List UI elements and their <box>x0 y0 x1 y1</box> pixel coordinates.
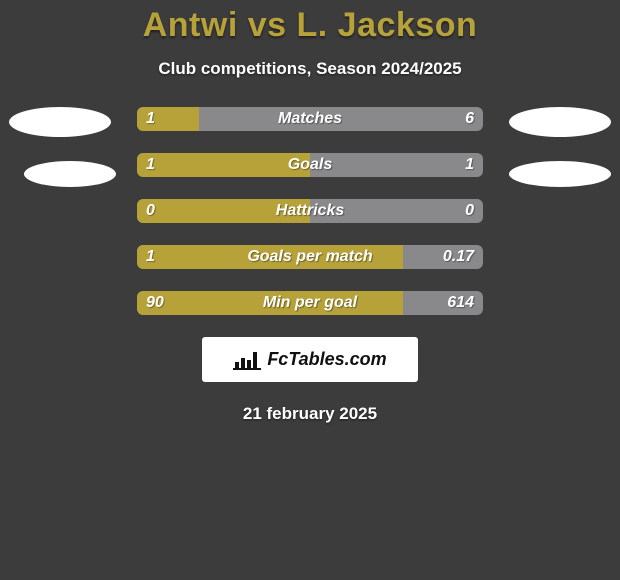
title-player-b: L. Jackson <box>297 6 478 44</box>
stat-bar-player-b: 0 <box>310 199 483 223</box>
subtitle: Club competitions, Season 2024/2025 <box>0 59 620 79</box>
stat-bar-player-b: 0.17 <box>403 245 483 269</box>
stat-rows: 16Matches11Goals00Hattricks10.17Goals pe… <box>137 107 483 315</box>
title-player-a: Antwi <box>143 6 238 44</box>
chart-area: 16Matches11Goals00Hattricks10.17Goals pe… <box>0 107 620 315</box>
brand-badge[interactable]: FcTables.com <box>202 337 418 382</box>
date-text: 21 february 2025 <box>0 404 620 424</box>
stat-bar-player-a: 90 <box>137 291 403 315</box>
comparison-card: Antwi vs L. Jackson Club competitions, S… <box>0 0 620 580</box>
stat-value-a: 1 <box>146 110 155 128</box>
stat-bar-player-a: 0 <box>137 199 310 223</box>
brand-text: FcTables.com <box>267 349 386 370</box>
stat-value-b: 1 <box>465 156 474 174</box>
page-title: Antwi vs L. Jackson <box>0 6 620 45</box>
stat-value-b: 6 <box>465 110 474 128</box>
stat-bar-player-a: 1 <box>137 153 310 177</box>
stat-value-a: 90 <box>146 294 164 312</box>
stat-value-a: 1 <box>146 156 155 174</box>
stat-row: 16Matches <box>137 107 483 131</box>
avatar-left-2 <box>24 161 116 187</box>
stat-bar-player-b: 6 <box>199 107 483 131</box>
stat-row: 90614Min per goal <box>137 291 483 315</box>
stat-value-a: 1 <box>146 248 155 266</box>
stat-bar-player-a: 1 <box>137 245 403 269</box>
stat-value-a: 0 <box>146 202 155 220</box>
stat-value-b: 0 <box>465 202 474 220</box>
avatar-left-1 <box>9 107 111 137</box>
avatar-right-2 <box>509 161 611 187</box>
stat-row: 11Goals <box>137 153 483 177</box>
bar-chart-icon <box>233 350 261 370</box>
stat-row: 10.17Goals per match <box>137 245 483 269</box>
avatar-right-1 <box>509 107 611 137</box>
title-vs: vs <box>248 6 287 44</box>
stat-value-b: 0.17 <box>443 248 474 266</box>
stat-bar-player-b: 614 <box>403 291 483 315</box>
stat-bar-player-b: 1 <box>310 153 483 177</box>
stat-row: 00Hattricks <box>137 199 483 223</box>
stat-bar-player-a: 1 <box>137 107 199 131</box>
stat-value-b: 614 <box>447 294 474 312</box>
